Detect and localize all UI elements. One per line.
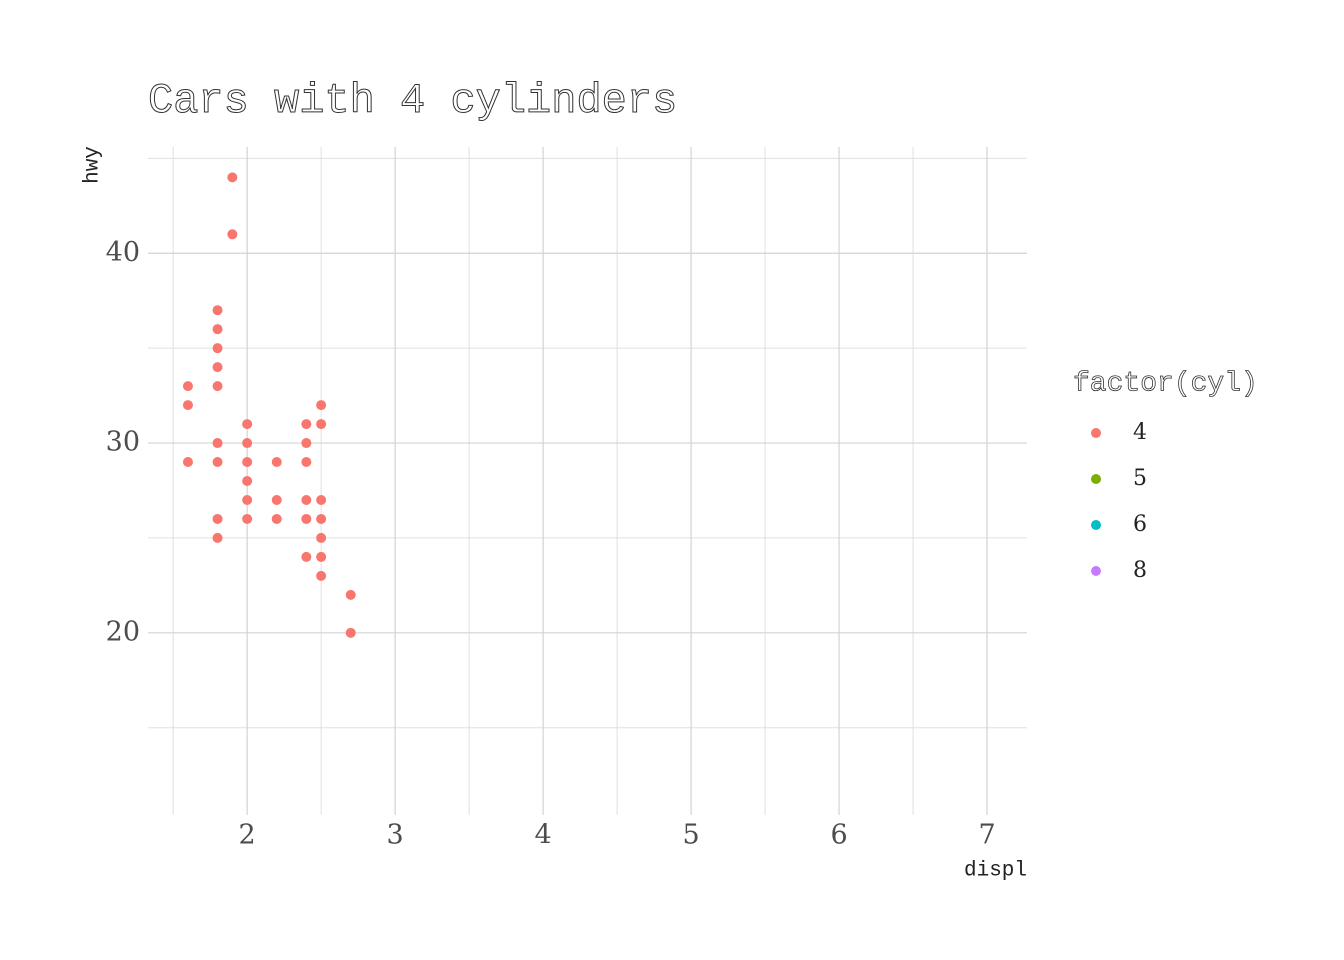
point (301, 419, 312, 430)
x-tick-label: 3 (387, 820, 404, 851)
point (345, 589, 356, 600)
point (301, 457, 312, 468)
legend-key (1091, 428, 1101, 438)
point (242, 419, 253, 430)
x-tick-label: 4 (535, 820, 552, 851)
point (316, 532, 327, 543)
point (271, 513, 282, 524)
point (316, 570, 327, 581)
legend-label: 5 (1133, 466, 1147, 491)
y-axis-label: hwy (82, 146, 105, 184)
point (212, 305, 223, 316)
point (212, 343, 223, 354)
legend-label: 4 (1133, 420, 1147, 445)
point (242, 438, 253, 449)
point (212, 381, 223, 392)
x-tick-label: 6 (830, 820, 847, 851)
chart-title: Cars with 4 cylinders (148, 77, 677, 125)
legend-key (1091, 474, 1101, 484)
point (182, 457, 193, 468)
point (316, 494, 327, 505)
x-tick-label: 2 (239, 820, 256, 851)
legend-title: factor(cyl) (1073, 368, 1258, 399)
legend-key (1091, 520, 1101, 530)
x-tick-label: 7 (978, 820, 995, 851)
point (242, 513, 253, 524)
point (212, 532, 223, 543)
point (316, 400, 327, 411)
x-tick-label: 5 (682, 820, 699, 851)
point (242, 457, 253, 468)
point (227, 229, 238, 240)
point (316, 513, 327, 524)
point (212, 324, 223, 335)
point (301, 513, 312, 524)
point (271, 457, 282, 468)
y-tick-label: 40 (106, 237, 140, 268)
point (212, 513, 223, 524)
y-tick-label: 30 (106, 427, 140, 458)
y-tick-label: 20 (106, 616, 140, 647)
legend-label: 8 (1133, 558, 1147, 583)
point (301, 551, 312, 562)
point (301, 494, 312, 505)
x-axis-label: displ (964, 860, 1027, 883)
point (271, 494, 282, 505)
point (301, 438, 312, 449)
point (182, 400, 193, 411)
point (316, 551, 327, 562)
point (212, 438, 223, 449)
point (227, 172, 238, 183)
point (316, 419, 327, 430)
legend-key (1091, 566, 1101, 576)
point (212, 457, 223, 468)
point (242, 476, 253, 486)
legend-label: 6 (1133, 512, 1147, 537)
point (345, 627, 356, 638)
point (212, 362, 223, 373)
point (182, 381, 193, 392)
point (242, 494, 253, 505)
